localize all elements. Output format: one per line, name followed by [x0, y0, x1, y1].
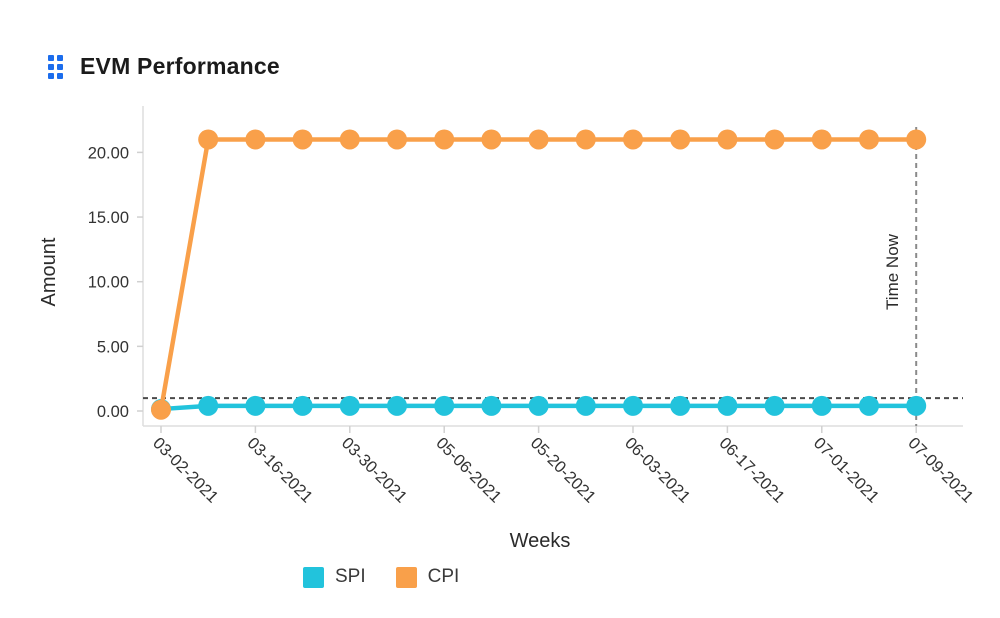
cpi-data-point-marker[interactable] [859, 129, 879, 150]
y-tick-label: 10.00 [88, 274, 129, 292]
cpi-legend-label: CPI [427, 566, 460, 587]
cpi-data-point-marker[interactable] [292, 129, 313, 150]
spi-data-point-marker[interactable] [575, 395, 596, 416]
x-tick-label: 05-06-2021 [432, 434, 504, 506]
y-tick-label: 5.00 [97, 338, 129, 356]
y-axis-title: Amount [38, 237, 60, 306]
spi-legend-swatch [303, 566, 324, 588]
spi-data-point-marker[interactable] [906, 395, 927, 416]
page-title: EVM Performance [80, 53, 280, 79]
widget-header: EVM Performance [48, 53, 280, 80]
cpi-data-point-marker[interactable] [151, 399, 171, 420]
cpi-data-point-marker[interactable] [528, 129, 549, 150]
spi-data-point-marker[interactable] [717, 395, 738, 416]
x-tick-label: 05-20-2021 [527, 434, 599, 506]
legend-item-spi[interactable]: SPI [303, 566, 366, 588]
spi-data-point-marker[interactable] [434, 395, 455, 416]
x-tick-label: 03-02-2021 [149, 434, 221, 506]
cpi-data-point-marker[interactable] [575, 129, 596, 150]
drag-handle-icon[interactable] [48, 54, 63, 79]
cpi-data-point-marker[interactable] [764, 129, 785, 150]
cpi-data-point-marker[interactable] [717, 129, 738, 150]
cpi-series-line [158, 137, 919, 412]
cpi-data-point-marker[interactable] [811, 129, 832, 150]
cpi-data-point-marker[interactable] [906, 129, 927, 150]
x-tick-label: 07-09-2021 [904, 434, 976, 506]
cpi-data-point-marker[interactable] [623, 129, 643, 150]
spi-data-point-marker[interactable] [670, 395, 691, 416]
spi-data-point-marker[interactable] [528, 395, 549, 416]
y-tick-label: 20.00 [88, 144, 129, 162]
cpi-data-point-marker[interactable] [481, 129, 502, 150]
spi-data-point-marker[interactable] [245, 395, 266, 416]
y-tick-label: 0.00 [97, 403, 129, 421]
spi-legend-label: SPI [335, 566, 366, 587]
x-axis-title: Weeks [510, 530, 571, 552]
cpi-data-point-marker[interactable] [339, 129, 360, 150]
x-tick-label: 07-01-2021 [810, 434, 882, 506]
cpi-data-point-marker[interactable] [434, 129, 455, 150]
x-tick-label: 06-03-2021 [621, 434, 693, 506]
spi-data-point-marker[interactable] [764, 395, 785, 416]
chart-legend: SPI CPI [303, 566, 459, 588]
time-now-label: Time Now [883, 233, 902, 310]
y-tick-label: 15.00 [88, 209, 129, 227]
cpi-legend-swatch [395, 566, 417, 588]
x-tick-label: 06-17-2021 [716, 434, 788, 506]
x-tick-label: 03-30-2021 [338, 434, 410, 506]
cpi-data-point-marker[interactable] [387, 129, 407, 150]
cpi-data-point-marker[interactable] [198, 129, 219, 150]
spi-data-point-marker[interactable] [811, 395, 832, 416]
spi-data-point-marker[interactable] [198, 395, 219, 416]
spi-data-point-marker[interactable] [481, 395, 502, 416]
spi-data-point-marker[interactable] [387, 395, 407, 416]
spi-data-point-marker[interactable] [292, 395, 313, 416]
spi-data-point-marker[interactable] [339, 395, 360, 416]
cpi-data-point-marker[interactable] [245, 129, 266, 150]
cpi-data-point-marker[interactable] [670, 129, 691, 150]
chart-plot-layer: 0.00 5.00 10.00 15.00 20.00 03-02-2021 03-16-2… [88, 106, 977, 507]
spi-data-point-marker[interactable] [859, 395, 879, 416]
spi-data-point-marker[interactable] [623, 395, 643, 416]
legend-item-cpi[interactable]: CPI [395, 566, 460, 588]
x-tick-label: 03-16-2021 [244, 434, 316, 506]
